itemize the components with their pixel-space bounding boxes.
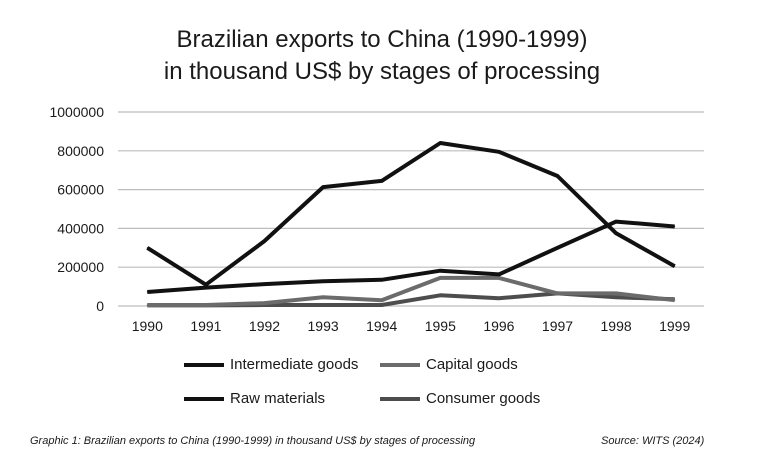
data-point bbox=[439, 142, 441, 144]
data-point bbox=[264, 240, 265, 242]
data-point bbox=[381, 304, 383, 306]
x-tick-label: 1999 bbox=[659, 318, 690, 334]
data-point bbox=[439, 270, 441, 272]
y-tick-label: 1000000 bbox=[49, 104, 104, 120]
data-point bbox=[381, 279, 383, 281]
series-line-capital-goods bbox=[147, 275, 675, 307]
data-point bbox=[205, 287, 207, 289]
data-point bbox=[615, 221, 617, 223]
data-point bbox=[674, 265, 676, 267]
x-tick-label: 1995 bbox=[425, 318, 456, 334]
data-point bbox=[381, 299, 383, 301]
y-tick-label: 200000 bbox=[57, 259, 104, 275]
data-point bbox=[439, 294, 441, 296]
legend-label: Raw materials bbox=[230, 390, 326, 407]
legend-label: Intermediate goods bbox=[230, 356, 359, 373]
chart-title: Brazilian exports to China (1990-1999) bbox=[176, 26, 588, 53]
legend-item-intermediate-goods: Intermediate goods bbox=[184, 356, 358, 373]
data-point bbox=[498, 277, 500, 279]
data-point bbox=[146, 304, 148, 306]
legend-label: Capital goods bbox=[426, 356, 518, 373]
data-point bbox=[205, 284, 207, 286]
y-tick-label: 0 bbox=[96, 298, 104, 314]
data-point bbox=[322, 296, 324, 298]
x-tick-label: 1998 bbox=[601, 318, 632, 334]
x-tick-label: 1996 bbox=[483, 318, 514, 334]
data-point bbox=[439, 277, 441, 279]
data-point bbox=[322, 280, 324, 282]
data-point bbox=[146, 247, 148, 249]
series-line-intermediate-goods bbox=[146, 141, 676, 287]
y-tick-label: 600000 bbox=[57, 182, 104, 198]
data-point bbox=[615, 296, 617, 298]
data-point bbox=[264, 283, 265, 285]
x-tick-label: 1994 bbox=[366, 318, 397, 334]
data-point bbox=[615, 232, 617, 234]
chart-subtitle: in thousand US$ by stages of processing bbox=[163, 58, 601, 85]
data-point bbox=[498, 273, 500, 275]
legend-item-capital-goods: Capital goods bbox=[380, 356, 518, 373]
legend-item-consumer-goods: Consumer goods bbox=[380, 390, 540, 407]
legend-label: Consumer goods bbox=[426, 390, 541, 407]
data-point bbox=[146, 291, 148, 293]
y-tick-label: 400000 bbox=[57, 220, 104, 236]
data-point bbox=[557, 292, 558, 294]
legend-swatch bbox=[380, 396, 420, 401]
x-tick-label: 1990 bbox=[132, 318, 163, 334]
x-tick-label: 1991 bbox=[190, 318, 221, 334]
data-point bbox=[615, 292, 617, 294]
data-point bbox=[264, 302, 265, 304]
data-point bbox=[322, 186, 324, 188]
y-tick-label: 800000 bbox=[57, 143, 104, 159]
legend-swatch bbox=[184, 362, 224, 367]
data-point bbox=[674, 225, 676, 227]
x-tick-label: 1992 bbox=[249, 318, 280, 334]
data-point bbox=[557, 175, 558, 177]
data-point bbox=[322, 304, 324, 306]
legend-swatch bbox=[184, 396, 224, 401]
data-point bbox=[498, 297, 500, 299]
series-line-raw-materials bbox=[147, 219, 675, 294]
source-note: Source: WITS (2024) bbox=[601, 435, 705, 447]
legend-swatch bbox=[380, 362, 420, 367]
data-point bbox=[557, 247, 558, 249]
data-point bbox=[674, 299, 676, 301]
data-point bbox=[381, 180, 383, 182]
data-point bbox=[205, 304, 207, 306]
x-tick-label: 1993 bbox=[308, 318, 339, 334]
figure-caption: Graphic 1: Brazilian exports to China (1… bbox=[30, 435, 476, 447]
legend-item-raw-materials: Raw materials bbox=[184, 390, 325, 407]
x-tick-label: 1997 bbox=[542, 318, 573, 334]
data-point bbox=[498, 151, 500, 153]
